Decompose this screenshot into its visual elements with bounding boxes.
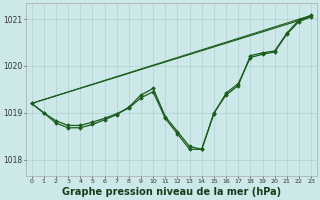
X-axis label: Graphe pression niveau de la mer (hPa): Graphe pression niveau de la mer (hPa): [62, 187, 281, 197]
